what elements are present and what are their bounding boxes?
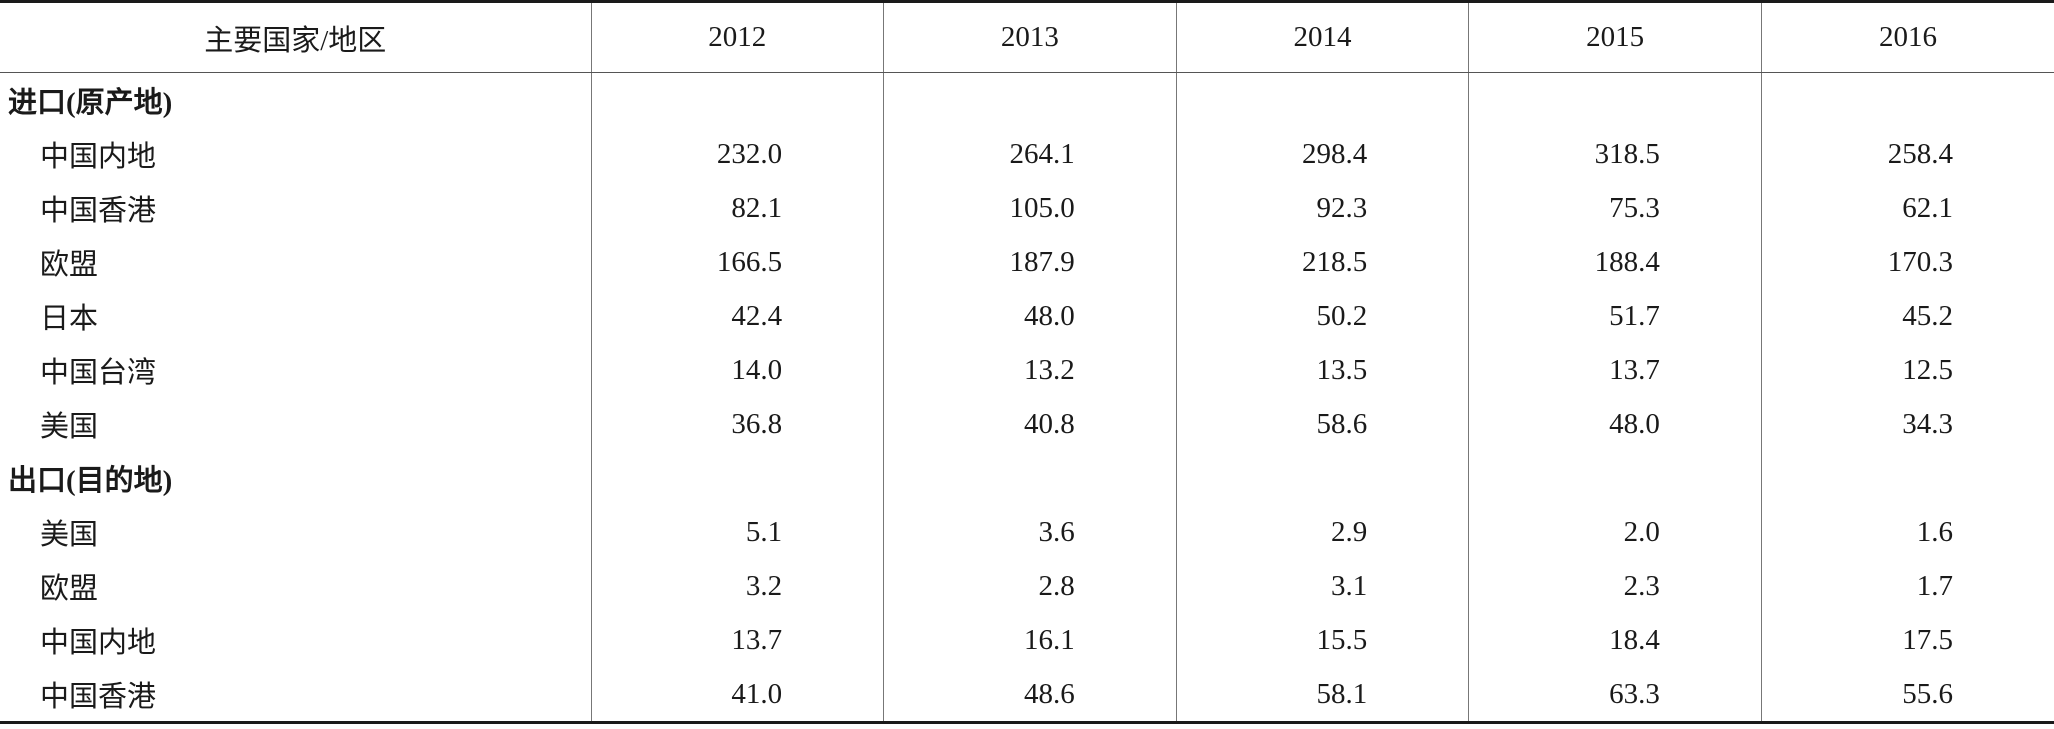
empty-cell bbox=[1175, 72, 1469, 127]
value-cell: 187.9 bbox=[883, 235, 1177, 289]
header-cell: 2015 bbox=[1468, 1, 1762, 73]
value-cell: 166.5 bbox=[590, 235, 884, 289]
value-cell: 48.6 bbox=[883, 667, 1177, 723]
row-label: 美国 bbox=[40, 519, 99, 551]
table-row: 中国内地 232.0 264.1 298.4 318.5 258.4 bbox=[0, 127, 2054, 181]
value-cell: 1.7 bbox=[1760, 559, 2054, 613]
row-label: 中国香港 bbox=[40, 195, 157, 227]
row-label: 中国内地 bbox=[40, 141, 157, 173]
row-label: 中国台湾 bbox=[40, 357, 157, 389]
value-cell: 63.3 bbox=[1468, 667, 1762, 723]
table-row: 中国香港 82.1 105.0 92.3 75.3 62.1 bbox=[0, 181, 2054, 235]
header-cell: 2013 bbox=[883, 1, 1177, 73]
group-label: 进口(原产地) bbox=[8, 87, 173, 119]
value-cell: 42.4 bbox=[590, 289, 884, 343]
value-cell: 92.3 bbox=[1175, 181, 1469, 235]
row-label: 日本 bbox=[40, 303, 99, 335]
value-cell: 58.6 bbox=[1175, 397, 1469, 451]
value-cell: 13.7 bbox=[1468, 343, 1762, 397]
value-cell: 298.4 bbox=[1175, 127, 1469, 181]
value-cell: 50.2 bbox=[1175, 289, 1469, 343]
value-cell: 40.8 bbox=[883, 397, 1177, 451]
table-row: 出口(目的地) bbox=[0, 451, 2054, 505]
value-cell: 13.2 bbox=[883, 343, 1177, 397]
group-label: 出口(目的地) bbox=[8, 465, 173, 497]
value-cell: 62.1 bbox=[1760, 181, 2054, 235]
table-row: 中国内地 13.7 16.1 15.5 18.4 17.5 bbox=[0, 613, 2054, 667]
header-cell: 主要国家/地区 bbox=[0, 1, 591, 73]
table-row: 欧盟 3.2 2.8 3.1 2.3 1.7 bbox=[0, 559, 2054, 613]
value-cell: 232.0 bbox=[590, 127, 884, 181]
value-cell: 16.1 bbox=[883, 613, 1177, 667]
value-cell: 218.5 bbox=[1175, 235, 1469, 289]
value-cell: 3.6 bbox=[883, 505, 1177, 559]
empty-cell bbox=[1468, 451, 1762, 505]
empty-cell bbox=[883, 451, 1177, 505]
value-cell: 1.6 bbox=[1760, 505, 2054, 559]
value-cell: 34.3 bbox=[1760, 397, 2054, 451]
table-row: 中国台湾 14.0 13.2 13.5 13.7 12.5 bbox=[0, 343, 2054, 397]
row-label: 欧盟 bbox=[40, 249, 99, 281]
header-cell: 2016 bbox=[1760, 1, 2054, 73]
row-label: 中国香港 bbox=[40, 681, 157, 713]
value-cell: 2.9 bbox=[1175, 505, 1469, 559]
value-cell: 18.4 bbox=[1468, 613, 1762, 667]
value-cell: 105.0 bbox=[883, 181, 1177, 235]
table-row: 欧盟 166.5 187.9 218.5 188.4 170.3 bbox=[0, 235, 2054, 289]
value-cell: 48.0 bbox=[1468, 397, 1762, 451]
empty-cell bbox=[1175, 451, 1469, 505]
value-cell: 3.2 bbox=[590, 559, 884, 613]
empty-cell bbox=[1760, 72, 2054, 127]
row-label: 中国内地 bbox=[40, 627, 157, 659]
value-cell: 48.0 bbox=[883, 289, 1177, 343]
value-cell: 170.3 bbox=[1760, 235, 2054, 289]
value-cell: 12.5 bbox=[1760, 343, 2054, 397]
table-row: 进口(原产地) bbox=[0, 72, 2054, 127]
empty-cell bbox=[1468, 72, 1762, 127]
value-cell: 264.1 bbox=[883, 127, 1177, 181]
value-cell: 14.0 bbox=[590, 343, 884, 397]
value-cell: 45.2 bbox=[1760, 289, 2054, 343]
value-cell: 3.1 bbox=[1175, 559, 1469, 613]
empty-cell bbox=[590, 451, 884, 505]
value-cell: 188.4 bbox=[1468, 235, 1762, 289]
value-cell: 75.3 bbox=[1468, 181, 1762, 235]
row-label: 欧盟 bbox=[40, 573, 99, 605]
table-row: 日本 42.4 48.0 50.2 51.7 45.2 bbox=[0, 289, 2054, 343]
table-row: 美国 5.1 3.6 2.9 2.0 1.6 bbox=[0, 505, 2054, 559]
table-row: 中国香港 41.0 48.6 58.1 63.3 55.6 bbox=[0, 667, 2054, 723]
table-row: 美国 36.8 40.8 58.6 48.0 34.3 bbox=[0, 397, 2054, 451]
value-cell: 58.1 bbox=[1175, 667, 1469, 723]
value-cell: 41.0 bbox=[590, 667, 884, 723]
value-cell: 55.6 bbox=[1760, 667, 2054, 723]
value-cell: 36.8 bbox=[590, 397, 884, 451]
value-cell: 82.1 bbox=[590, 181, 884, 235]
empty-cell bbox=[883, 72, 1177, 127]
header-cell: 2014 bbox=[1175, 1, 1469, 73]
value-cell: 15.5 bbox=[1175, 613, 1469, 667]
value-cell: 2.0 bbox=[1468, 505, 1762, 559]
value-cell: 2.8 bbox=[883, 559, 1177, 613]
empty-cell bbox=[590, 72, 884, 127]
header-cell: 2012 bbox=[590, 1, 884, 73]
value-cell: 17.5 bbox=[1760, 613, 2054, 667]
value-cell: 5.1 bbox=[590, 505, 884, 559]
value-cell: 51.7 bbox=[1468, 289, 1762, 343]
header-row: 主要国家/地区 2012 2013 2014 2015 2016 bbox=[0, 1, 2054, 73]
value-cell: 2.3 bbox=[1468, 559, 1762, 613]
value-cell: 258.4 bbox=[1760, 127, 2054, 181]
value-cell: 13.7 bbox=[590, 613, 884, 667]
row-label: 美国 bbox=[40, 411, 99, 443]
value-cell: 13.5 bbox=[1175, 343, 1469, 397]
value-cell: 318.5 bbox=[1468, 127, 1762, 181]
empty-cell bbox=[1760, 451, 2054, 505]
